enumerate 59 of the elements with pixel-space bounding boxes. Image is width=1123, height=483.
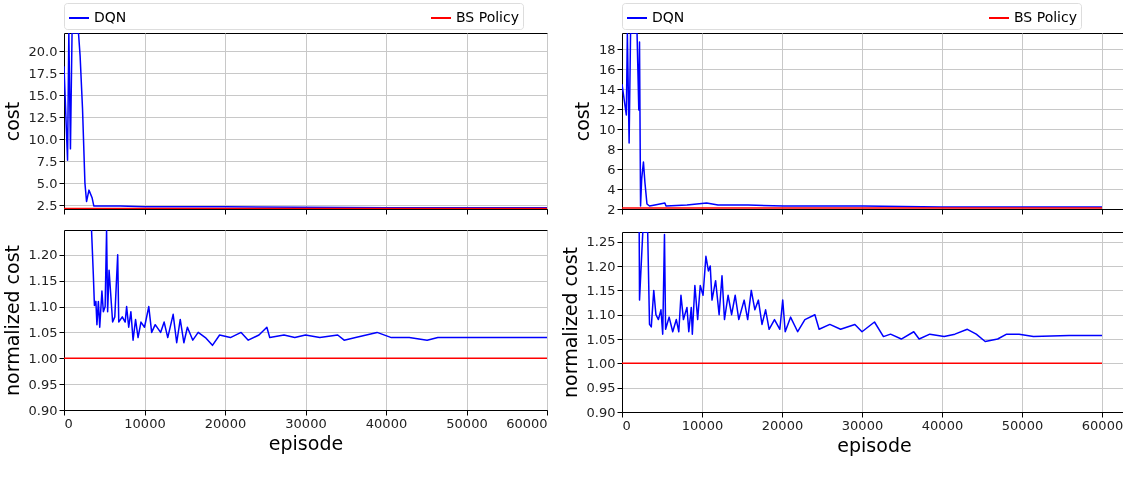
y-tick-label: 10.0 <box>28 131 58 147</box>
x-tick-label: 40000 <box>921 417 964 433</box>
x-tick-label: 20000 <box>204 415 247 431</box>
y-tick-label: 1.20 <box>28 247 58 263</box>
y-tick-label: 0.90 <box>28 402 58 418</box>
y-tick-label: 1.10 <box>586 307 616 323</box>
x-tick-label: 10000 <box>124 415 166 431</box>
y-tick-label: 16 <box>598 61 616 77</box>
y-tick-label: 1.15 <box>28 273 58 289</box>
y-tick-label: 10 <box>598 121 616 137</box>
y-tick-label: 8 <box>607 141 616 157</box>
x-tick-label: 40000 <box>365 415 408 431</box>
y-tick-label: 4 <box>607 181 616 197</box>
x-tick-label: 0 <box>622 417 631 433</box>
y-axis-title: cost <box>570 101 593 142</box>
y-tick-label: 2 <box>607 201 616 217</box>
x-tick-label: 20000 <box>761 417 804 433</box>
x-tick-label: 0 <box>64 415 73 431</box>
x-tick-label: 60000 <box>506 415 548 431</box>
y-tick-label: 6 <box>607 161 616 177</box>
x-tick-label: 60000 <box>1081 417 1123 433</box>
y-tick-label: 1.10 <box>28 299 58 315</box>
legend-label: DQN <box>652 9 685 25</box>
y-tick-label: 5.0 <box>36 175 58 191</box>
line-series <box>622 33 1103 208</box>
y-tick-label: 12.5 <box>28 109 58 125</box>
y-tick-label: 0.95 <box>586 380 616 396</box>
y-tick-label: 1.00 <box>28 350 58 366</box>
y-tick-label: 12 <box>598 101 616 117</box>
y-tick-label: 1.20 <box>586 258 616 274</box>
x-tick-label: 50000 <box>1001 417 1044 433</box>
line-series <box>638 232 1103 343</box>
x-axis-title: episode <box>837 433 912 456</box>
line-series <box>90 230 547 347</box>
y-tick-label: 0.95 <box>28 376 58 392</box>
y-tick-label: 0.90 <box>586 404 616 420</box>
y-tick-label: 7.5 <box>36 153 58 169</box>
legend-label: BS Policy <box>1014 9 1077 25</box>
y-tick-label: 14 <box>598 81 616 97</box>
x-tick-label: 30000 <box>841 417 884 433</box>
x-axis-title: episode <box>268 431 344 454</box>
y-axis-title: normalized cost <box>558 246 581 399</box>
y-tick-label: 2.5 <box>36 197 58 213</box>
x-tick-label: 50000 <box>446 415 488 431</box>
y-tick-label: 1.05 <box>28 324 58 340</box>
y-tick-label: 1.00 <box>586 355 616 371</box>
legend-label: DQN <box>94 9 127 25</box>
y-tick-label: 1.05 <box>586 331 616 347</box>
legend-label: BS Policy <box>456 9 519 25</box>
y-tick-label: 18 <box>598 41 616 57</box>
y-tick-label: 20.0 <box>28 43 58 59</box>
y-tick-label: 15.0 <box>28 87 58 103</box>
y-axis-title: normalized cost <box>0 244 23 397</box>
y-tick-label: 1.15 <box>586 282 616 298</box>
x-tick-label: 30000 <box>285 415 327 431</box>
y-axis-title: cost <box>0 101 23 142</box>
y-tick-label: 17.5 <box>28 65 58 81</box>
y-tick-label: 1.25 <box>586 234 616 250</box>
x-tick-label: 10000 <box>681 417 724 433</box>
